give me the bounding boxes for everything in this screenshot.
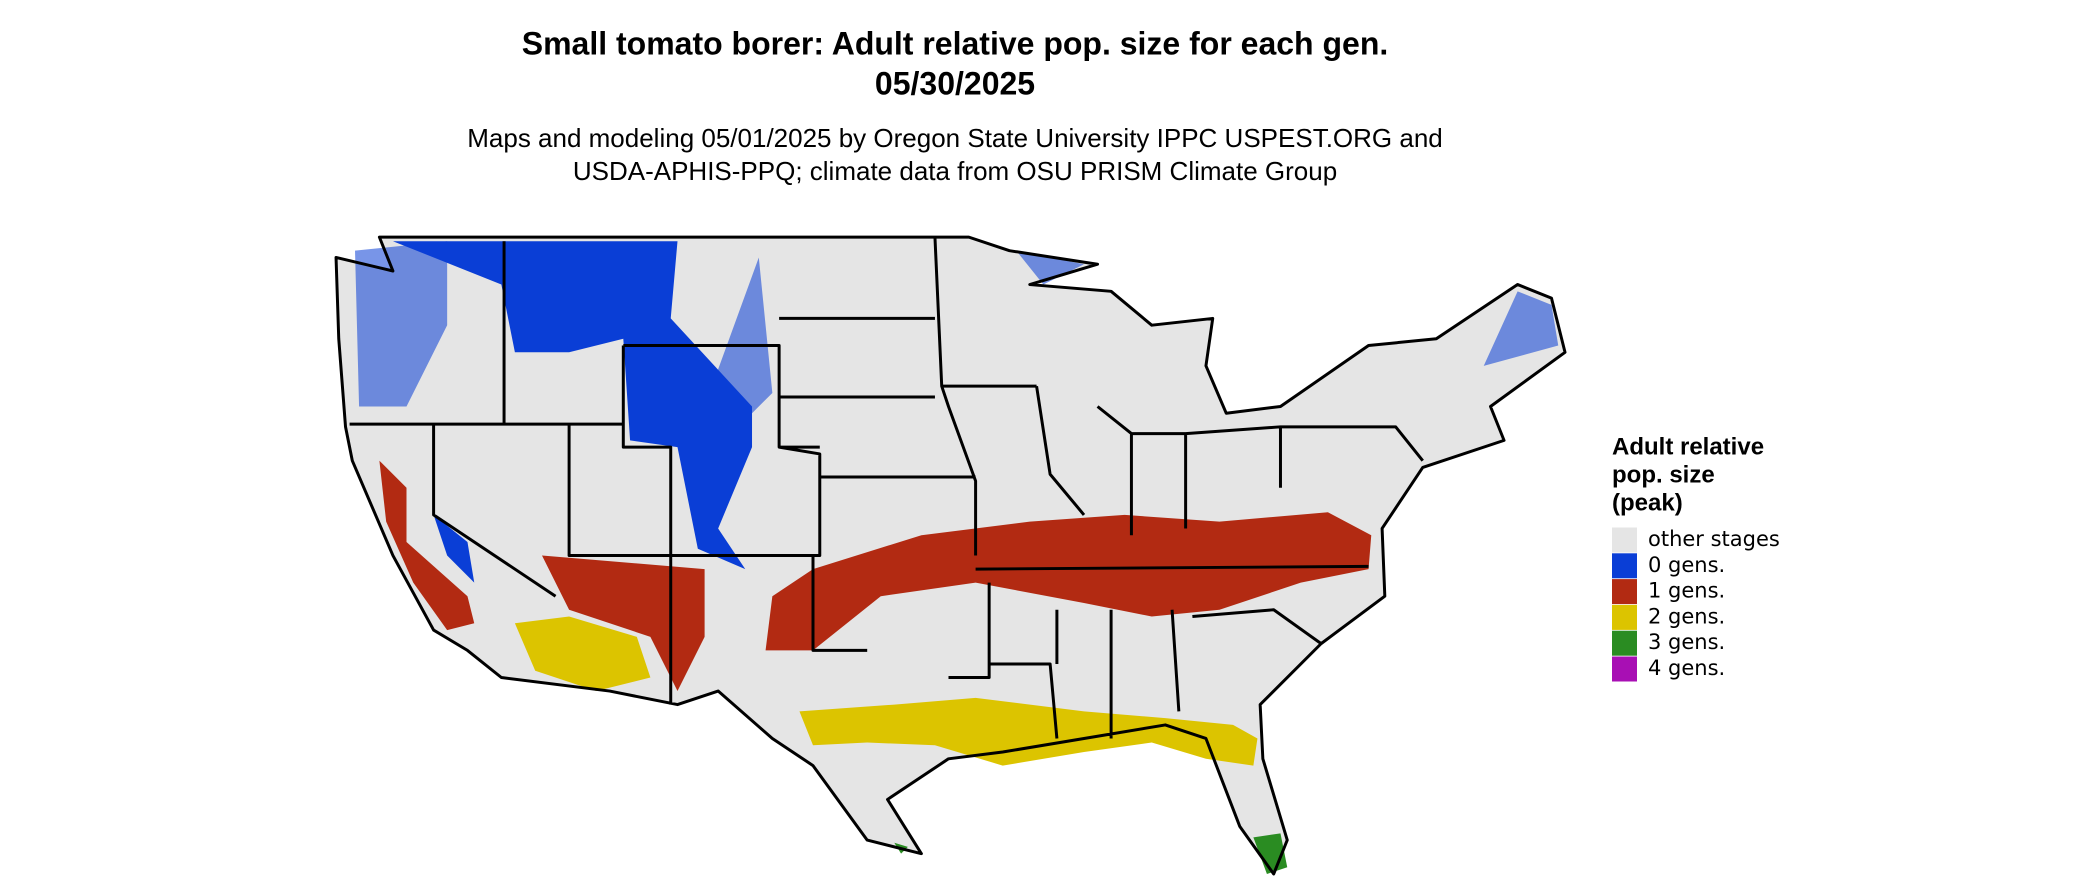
legend-label: other stages [1648, 527, 1780, 551]
cold-zone [392, 241, 753, 583]
map-subtitle: Maps and modeling 05/01/2025 by Oregon S… [467, 123, 1443, 153]
legend-title: pop. size [1612, 461, 1715, 488]
legend-label: 0 gens. [1648, 553, 1725, 577]
three-gen-zone [894, 833, 1288, 874]
legend-label: 1 gens. [1648, 579, 1725, 603]
us-map [334, 235, 1567, 876]
map-subtitle: USDA-APHIS-PPQ; climate data from OSU PR… [573, 156, 1337, 186]
state-border [334, 235, 1567, 876]
two-gen-zone [514, 616, 1258, 766]
map-title: Small tomato borer: Adult relative pop. … [522, 25, 1389, 61]
legend-swatch [1612, 579, 1637, 605]
legend-label: 3 gens. [1648, 630, 1725, 654]
map-date: 05/30/2025 [875, 65, 1035, 101]
legend-swatch [1612, 553, 1637, 579]
legend-swatch [1612, 527, 1637, 553]
legend-swatch [1612, 656, 1637, 682]
legend-swatch [1612, 630, 1637, 656]
legend-title: Adult relative [1612, 433, 1764, 460]
legend-label: 4 gens. [1648, 656, 1725, 680]
legend-title: (peak) [1612, 489, 1683, 516]
legend-label: 2 gens. [1648, 604, 1725, 628]
legend-swatch [1612, 604, 1637, 630]
one-gen-zone [379, 460, 1372, 692]
